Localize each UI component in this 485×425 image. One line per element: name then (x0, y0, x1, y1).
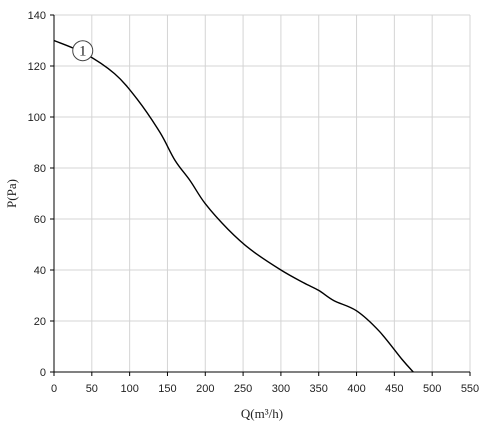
y-tick-label: 0 (40, 367, 46, 379)
y-tick-label: 60 (34, 214, 46, 226)
x-tick-label: 100 (120, 383, 138, 395)
x-tick-label: 250 (234, 383, 252, 395)
y-tick-label: 140 (28, 10, 46, 22)
x-tick-label: 450 (385, 383, 403, 395)
x-tick-label: 0 (51, 383, 57, 395)
series-line (53, 39, 414, 373)
marker-label: 1 (79, 44, 87, 60)
y-tick-label: 120 (28, 61, 46, 73)
y-tick-label: 100 (28, 112, 46, 124)
x-tick-label: 300 (272, 383, 290, 395)
x-tick-label: 400 (347, 383, 365, 395)
x-tick-label: 550 (461, 383, 479, 395)
series-marker: 1 (72, 40, 94, 62)
grid (53, 14, 471, 373)
x-tick-label: 350 (310, 383, 328, 395)
y-tick-label: 20 (34, 316, 46, 328)
y-tick-labels: 0 20 40 60 80 100 120 140 (28, 10, 54, 379)
x-axis-label: Q(m³/h) (241, 406, 283, 421)
y-tick-label: 40 (34, 265, 46, 277)
y-axis-label: P(Pa) (4, 179, 19, 208)
x-tick-label: 200 (196, 383, 214, 395)
y-tick-label: 80 (34, 163, 46, 175)
x-tick-label: 150 (158, 383, 176, 395)
marker-circle (72, 40, 94, 62)
x-tick-labels: 0 50 100 150 200 250 300 350 400 450 500 550 (51, 372, 479, 395)
x-tick-label: 500 (423, 383, 441, 395)
x-tick-label: 50 (86, 383, 98, 395)
